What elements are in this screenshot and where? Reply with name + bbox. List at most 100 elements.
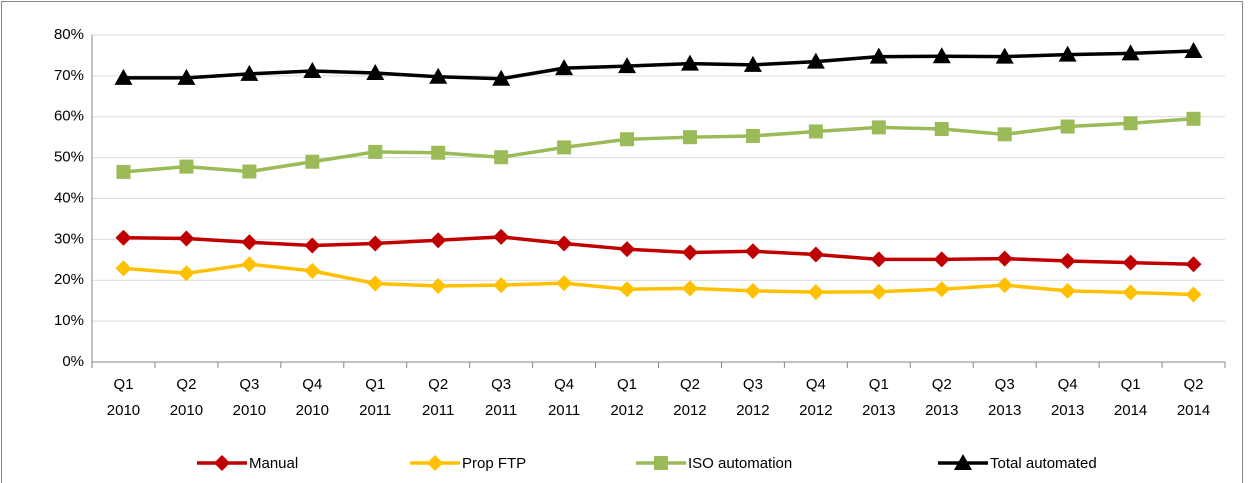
data-point bbox=[932, 47, 951, 64]
data-point bbox=[1059, 253, 1076, 270]
data-point bbox=[493, 228, 510, 245]
data-point bbox=[807, 246, 824, 263]
data-point bbox=[429, 67, 448, 84]
data-point bbox=[179, 159, 194, 174]
data-point bbox=[933, 251, 950, 268]
data-point bbox=[430, 277, 447, 294]
legend-marker bbox=[214, 455, 230, 471]
x-tick-label: Q2 2014 bbox=[1177, 376, 1210, 419]
data-point bbox=[681, 244, 698, 261]
data-point bbox=[366, 64, 385, 81]
data-point bbox=[1122, 254, 1139, 271]
data-point bbox=[1058, 45, 1077, 62]
series-line bbox=[123, 235, 1194, 267]
data-point bbox=[1121, 44, 1140, 61]
data-point bbox=[556, 275, 573, 292]
data-point bbox=[682, 130, 697, 145]
data-point bbox=[492, 69, 511, 86]
data-point bbox=[681, 280, 698, 297]
data-point bbox=[494, 150, 509, 165]
data-point bbox=[871, 120, 886, 135]
data-point bbox=[555, 59, 574, 76]
data-point bbox=[870, 251, 887, 268]
data-point bbox=[680, 54, 699, 71]
data-point bbox=[744, 282, 761, 299]
data-point bbox=[431, 145, 446, 160]
data-point bbox=[1184, 41, 1203, 58]
data-point bbox=[368, 144, 383, 159]
data-point bbox=[1185, 256, 1202, 273]
data-point bbox=[304, 262, 321, 279]
x-tick-label: Q3 2012 bbox=[736, 376, 769, 419]
y-tick-label: 20% bbox=[54, 271, 84, 288]
x-tick-label: Q3 2010 bbox=[233, 376, 266, 419]
x-tick-label: Q2 2011 bbox=[422, 376, 454, 419]
data-point bbox=[1185, 286, 1202, 303]
series-line bbox=[123, 117, 1194, 174]
legend-marker bbox=[954, 454, 972, 470]
y-tick-label: 70% bbox=[54, 67, 84, 84]
data-point bbox=[745, 128, 760, 143]
data-point bbox=[996, 277, 1013, 294]
data-point bbox=[869, 47, 888, 64]
data-point bbox=[1122, 284, 1139, 301]
series-line bbox=[123, 262, 1194, 297]
x-tick-label: Q2 2010 bbox=[170, 376, 203, 419]
x-tick-label: Q1 2012 bbox=[610, 376, 643, 419]
x-tick-label: Q1 2013 bbox=[862, 376, 895, 419]
x-tick-label: Q4 2011 bbox=[548, 376, 580, 419]
legend-label: Manual bbox=[249, 455, 298, 472]
legend-label: Total automated bbox=[990, 455, 1097, 472]
data-point bbox=[1123, 116, 1138, 131]
data-point bbox=[114, 68, 133, 85]
y-tick-label: 0% bbox=[62, 353, 84, 370]
data-point bbox=[241, 256, 258, 273]
y-tick-label: 60% bbox=[54, 108, 84, 125]
data-point bbox=[240, 64, 259, 81]
legend-label: ISO automation bbox=[688, 455, 792, 472]
data-point bbox=[304, 237, 321, 254]
x-tick-label: Q1 2010 bbox=[107, 376, 140, 419]
data-point bbox=[996, 250, 1013, 267]
y-tick-label: 10% bbox=[54, 312, 84, 329]
legend-label: Prop FTP bbox=[462, 455, 526, 472]
x-tick-label: Q3 2011 bbox=[485, 376, 517, 419]
data-point bbox=[116, 164, 131, 179]
x-tick-label: Q4 2010 bbox=[296, 376, 329, 419]
data-point bbox=[493, 277, 510, 294]
y-tick-label: 50% bbox=[54, 149, 84, 166]
data-point bbox=[115, 260, 132, 277]
y-tick-label: 40% bbox=[54, 189, 84, 206]
data-point bbox=[743, 55, 762, 72]
data-point bbox=[934, 122, 949, 137]
legend-marker bbox=[427, 455, 443, 471]
data-point bbox=[870, 283, 887, 300]
data-point bbox=[367, 275, 384, 292]
data-point bbox=[997, 127, 1012, 142]
data-point bbox=[178, 265, 195, 282]
y-tick-label: 80% bbox=[54, 26, 84, 43]
data-point bbox=[556, 235, 573, 252]
data-point bbox=[242, 164, 257, 179]
x-tick-label: Q3 2013 bbox=[988, 376, 1021, 419]
data-point bbox=[807, 284, 824, 301]
x-tick-label: Q2 2013 bbox=[925, 376, 958, 419]
x-tick-label: Q4 2013 bbox=[1051, 376, 1084, 419]
data-point bbox=[241, 234, 258, 251]
series-line bbox=[123, 49, 1194, 81]
data-point bbox=[430, 232, 447, 249]
x-tick-label: Q4 2012 bbox=[799, 376, 832, 419]
data-point bbox=[618, 57, 637, 74]
data-point bbox=[305, 154, 320, 169]
data-point bbox=[177, 68, 196, 85]
data-point bbox=[619, 281, 636, 298]
x-tick-label: Q2 2012 bbox=[673, 376, 706, 419]
x-tick-label: Q1 2011 bbox=[359, 376, 391, 419]
data-point bbox=[557, 140, 572, 155]
data-point bbox=[1060, 119, 1075, 134]
data-point bbox=[1059, 282, 1076, 299]
data-point bbox=[806, 52, 825, 69]
